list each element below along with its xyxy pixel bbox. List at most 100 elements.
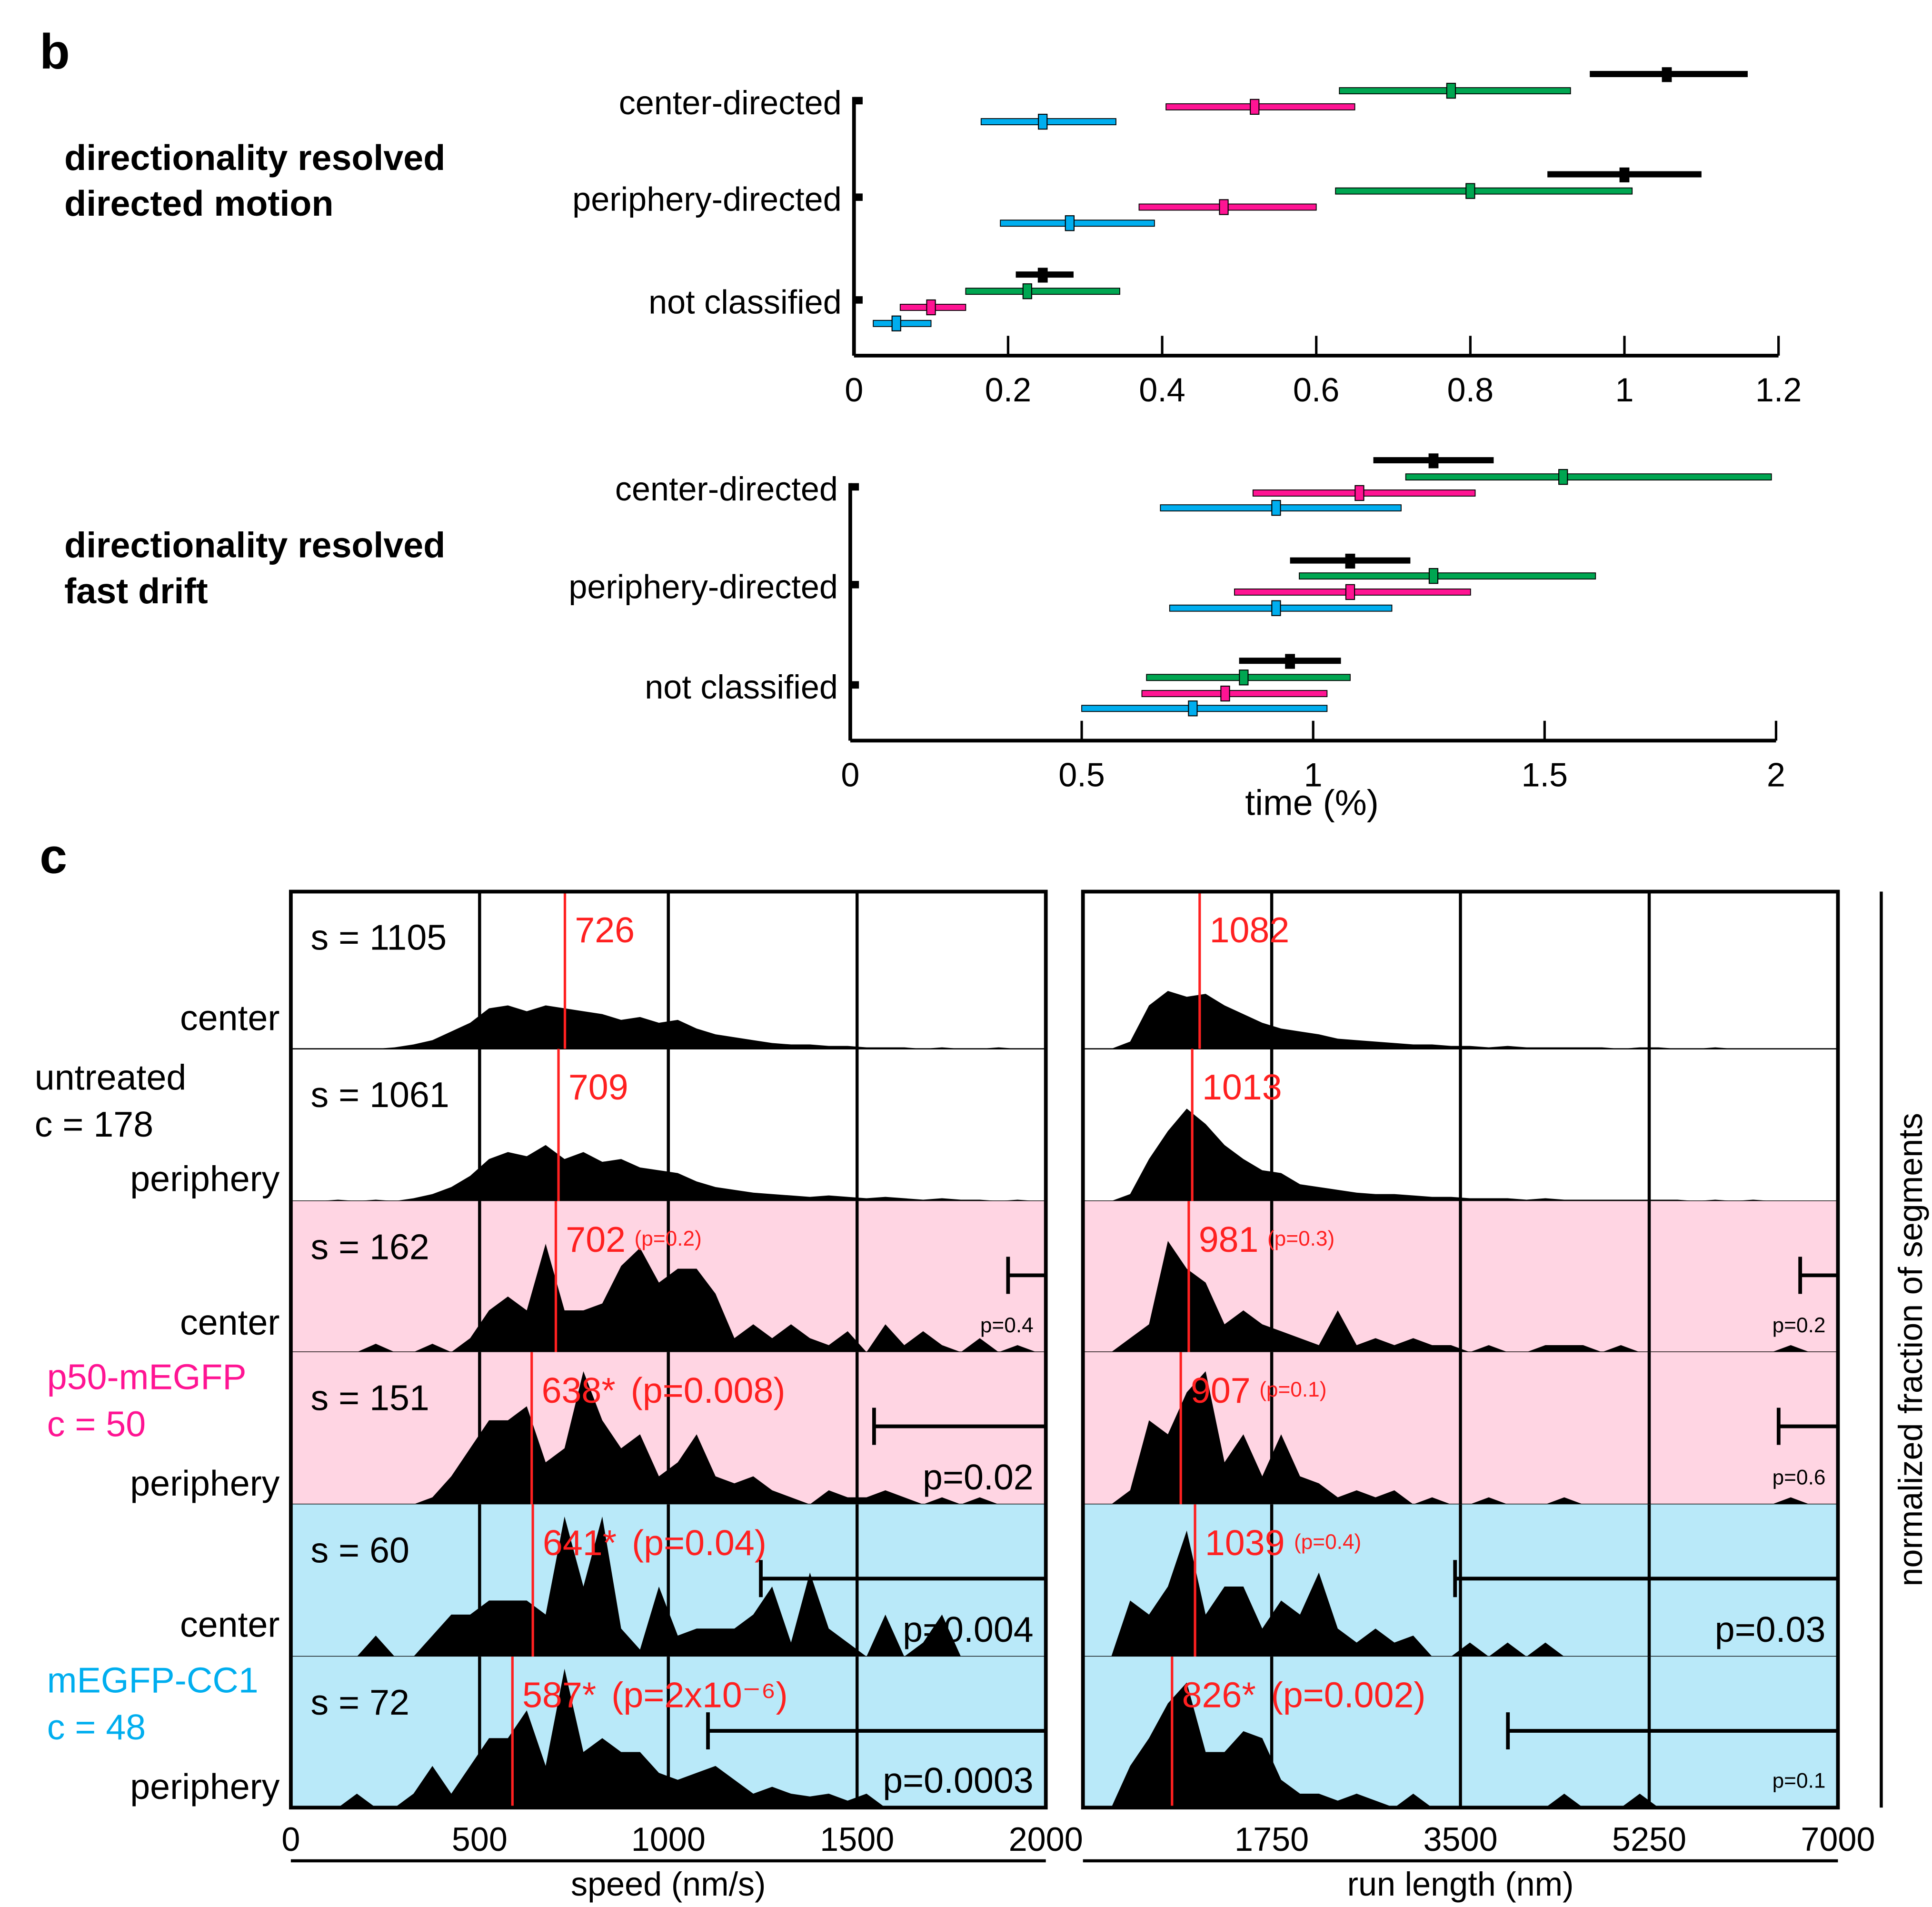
y-tick <box>854 296 863 304</box>
comparison-p-value: p=0.4 <box>980 1314 1034 1337</box>
p-value-label: (p=0.04) <box>632 1523 767 1563</box>
data-point <box>1619 167 1630 182</box>
chart-title-line2: fast drift <box>64 571 208 611</box>
category-label: not classified <box>648 283 842 320</box>
x-tick-label: 2 <box>1767 756 1785 794</box>
comparison-p-value: p=0.004 <box>903 1609 1034 1649</box>
plot-frame <box>1081 889 1840 1810</box>
errorbar-green <box>1335 183 1633 199</box>
errorbar-magenta <box>1141 685 1328 702</box>
y-tick <box>854 97 863 105</box>
errorbar-blue <box>873 315 932 331</box>
x-tick-label: 0.8 <box>1447 371 1494 409</box>
median-label: 638* <box>542 1370 616 1410</box>
data-point <box>1250 99 1260 115</box>
errorbar-chart-2: directionality resolved fast drift 0 0.5 1 1.… <box>64 453 1785 822</box>
comparison-p-value: p=0.0003 <box>883 1760 1033 1800</box>
x-tick-label: 1.5 <box>1522 756 1568 794</box>
panel-letter-c: c <box>40 829 67 884</box>
errorbar-blue <box>980 113 1116 130</box>
row-label-periphery: periphery <box>130 1159 280 1199</box>
x-tick-label: 0 <box>841 756 859 794</box>
data-point <box>1038 113 1048 130</box>
errorbar-chart-1: directionality resolved directed motion 0 0… <box>64 67 1802 409</box>
data-point <box>1219 199 1229 215</box>
median-label: 907 <box>1191 1370 1251 1410</box>
category-label: not classified <box>645 668 838 706</box>
y-tick <box>854 193 863 201</box>
median-label: 641* <box>543 1523 617 1563</box>
error-range <box>873 319 932 327</box>
errorbar-magenta <box>1234 584 1471 600</box>
histogram-row: s = 151 638* (p=0.008) p=0.02 <box>290 1352 1046 1505</box>
x-tick-label: 7000 <box>1801 1820 1875 1858</box>
errorbar-blue <box>1000 215 1155 231</box>
x-tick-label: 5250 <box>1612 1820 1686 1858</box>
plot-frame <box>289 889 1048 1810</box>
median-label: 1082 <box>1210 910 1290 950</box>
group-cell-count: c = 178 <box>35 1104 153 1144</box>
data-point <box>1345 553 1355 569</box>
x-tick-label: 1000 <box>631 1820 706 1858</box>
errorbar-black <box>1590 67 1748 82</box>
p-value-label: (p=0.1) <box>1259 1378 1326 1401</box>
errorbar-green <box>1146 669 1351 686</box>
p-value-label: (p=2x10⁻⁶) <box>611 1675 787 1715</box>
y-tick <box>850 581 859 589</box>
row-label-center: center <box>180 1302 280 1342</box>
histogram-row: 1013 <box>1083 1048 1838 1202</box>
group-cell-count: c = 50 <box>47 1404 146 1444</box>
histogram-row: 826* (p=0.002) p=0.1 <box>1083 1657 1838 1808</box>
category-label: center-directed <box>615 470 838 508</box>
error-range <box>1141 690 1328 697</box>
x-tick-label: 500 <box>452 1820 508 1858</box>
errorbar-blue <box>1081 700 1328 717</box>
histogram-row: 981 (p=0.3) p=0.2 <box>1083 1201 1838 1353</box>
data-point <box>1428 568 1439 584</box>
row-label-center: center <box>180 1604 280 1644</box>
y-tick <box>850 681 859 689</box>
row-label-periphery: periphery <box>130 1767 280 1807</box>
histogram-row: s = 1061 709 <box>290 1048 1046 1202</box>
median-label: 587* <box>522 1675 596 1715</box>
chart-title-line2: directed motion <box>64 183 333 223</box>
panel-letter-b: b <box>40 24 70 80</box>
median-label: 1039 <box>1205 1523 1285 1563</box>
error-range <box>1081 705 1328 712</box>
x-tick-label: 0.5 <box>1058 756 1105 794</box>
errorbar-magenta <box>899 299 966 316</box>
median-label: 726 <box>575 910 635 950</box>
histogram-area <box>1083 1241 1838 1352</box>
errorbar-green <box>1339 82 1571 99</box>
error-range <box>1165 103 1355 110</box>
error-range <box>1299 572 1596 580</box>
median-label: 1013 <box>1202 1067 1282 1107</box>
group-cell-count: c = 48 <box>47 1707 146 1747</box>
error-range <box>1405 473 1772 481</box>
errorbar-magenta <box>1252 485 1476 501</box>
median-label: 702 <box>566 1219 626 1259</box>
data-point <box>1428 453 1439 469</box>
data-point <box>1220 685 1230 702</box>
data-point <box>1271 500 1281 516</box>
data-point <box>1465 183 1475 199</box>
segment-count: s = 162 <box>311 1227 429 1267</box>
row-label-center: center <box>180 998 280 1038</box>
histogram-row: s = 1105 726 <box>290 891 1046 1049</box>
errorbar-black <box>1373 453 1494 469</box>
segment-count: s = 151 <box>311 1378 429 1418</box>
histogram-row: s = 162 702 (p=0.2) p=0.4 <box>290 1201 1046 1353</box>
histogram-row: 1082 <box>1083 891 1838 1049</box>
x-tick-label: 0.6 <box>1293 371 1340 409</box>
group-label: p50-mEGFP <box>47 1357 247 1397</box>
x-tick-label: 0.2 <box>985 371 1032 409</box>
data-point <box>926 299 936 316</box>
error-range <box>980 118 1116 125</box>
segment-count: s = 60 <box>311 1530 409 1570</box>
x-tick-label: 1 <box>1615 371 1633 409</box>
chart-title-line1: directionality resolved <box>64 138 445 178</box>
p-value-label: (p=0.008) <box>631 1370 786 1410</box>
y-axis-label: normalized fraction of segments <box>1892 1113 1929 1587</box>
y-tick <box>850 483 859 491</box>
data-point <box>1354 485 1364 501</box>
